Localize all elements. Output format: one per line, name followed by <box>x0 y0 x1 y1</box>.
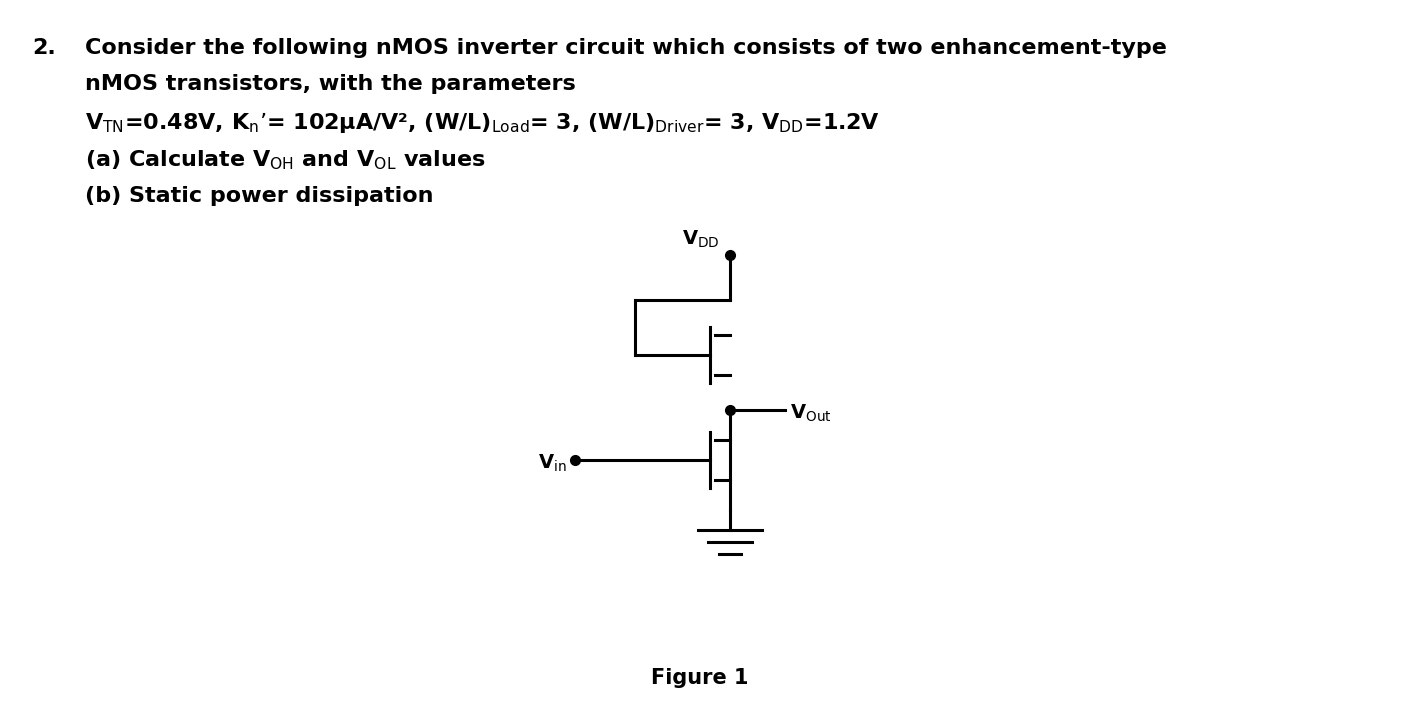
Text: (a) Calculate V$_{\rm OH}$ and V$_{\rm OL}$ values: (a) Calculate V$_{\rm OH}$ and V$_{\rm O… <box>84 148 485 172</box>
Text: V$_{\rm Out}$: V$_{\rm Out}$ <box>790 402 832 424</box>
Text: V$_{\rm in}$: V$_{\rm in}$ <box>538 453 567 474</box>
Text: (b) Static power dissipation: (b) Static power dissipation <box>84 186 433 206</box>
Text: nMOS transistors, with the parameters: nMOS transistors, with the parameters <box>84 74 575 94</box>
Text: V$_{\rm TN}$=0.48V, K$_{\rm n}$’= 102μA/V², (W/L)$_{\rm Load}$= 3, (W/L)$_{\rm D: V$_{\rm TN}$=0.48V, K$_{\rm n}$’= 102μA/… <box>84 110 880 135</box>
Text: Figure 1: Figure 1 <box>651 668 749 688</box>
Text: 2.: 2. <box>32 38 56 58</box>
Text: Consider the following nMOS inverter circuit which consists of two enhancement-t: Consider the following nMOS inverter cir… <box>84 38 1167 58</box>
Text: V$_{\rm DD}$: V$_{\rm DD}$ <box>682 229 720 250</box>
